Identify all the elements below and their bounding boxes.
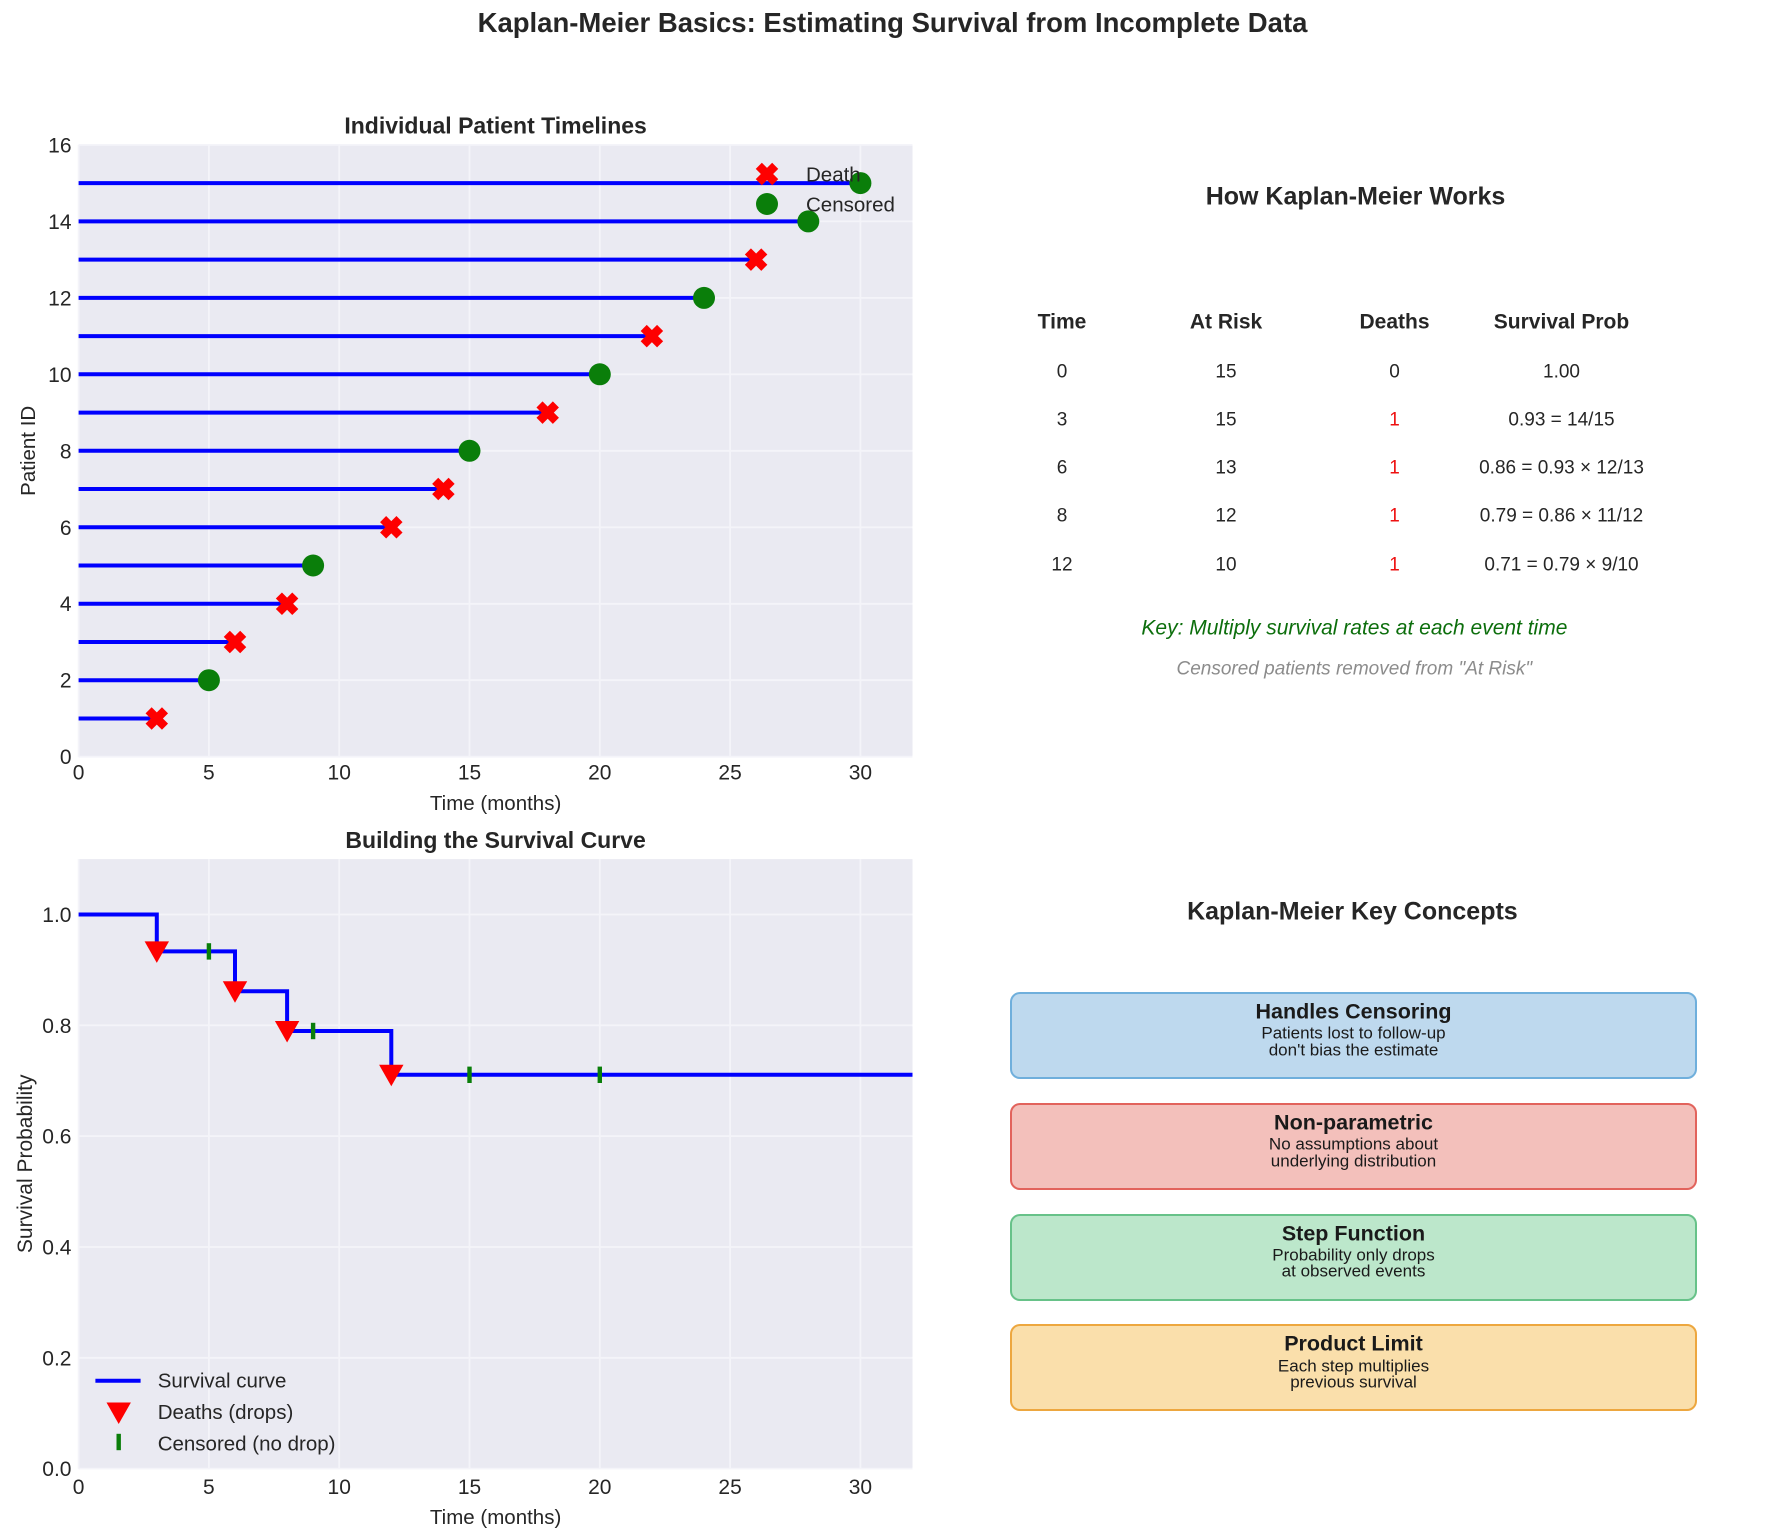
svg-text:8: 8 (60, 440, 72, 463)
svg-text:12: 12 (48, 287, 71, 310)
svg-text:25: 25 (718, 761, 741, 784)
svg-text:14: 14 (48, 211, 72, 234)
svg-text:Deaths (drops): Deaths (drops) (158, 1401, 294, 1424)
svg-text:6: 6 (60, 517, 72, 540)
svg-text:Death: Death (806, 164, 861, 187)
svg-text:5: 5 (203, 761, 215, 784)
svg-text:10: 10 (328, 1476, 351, 1499)
svg-text:Patient ID: Patient ID (17, 406, 40, 496)
svg-text:2: 2 (60, 670, 72, 693)
svg-text:30: 30 (849, 1476, 872, 1499)
svg-text:1.0: 1.0 (42, 904, 71, 927)
svg-text:25: 25 (718, 1476, 741, 1499)
svg-text:Building the Survival Curve: Building the Survival Curve (345, 827, 645, 853)
svg-text:Censored (no drop): Censored (no drop) (158, 1433, 336, 1456)
svg-text:0.0: 0.0 (42, 1458, 71, 1481)
svg-text:0: 0 (73, 761, 85, 784)
svg-text:Time (months): Time (months) (430, 1506, 561, 1529)
svg-text:16: 16 (48, 134, 71, 157)
svg-text:0: 0 (73, 1476, 85, 1499)
svg-text:0.8: 0.8 (42, 1015, 71, 1038)
svg-text:Time (months): Time (months) (430, 792, 561, 815)
svg-text:Individual Patient Timelines: Individual Patient Timelines (344, 113, 646, 139)
svg-text:0.2: 0.2 (42, 1347, 71, 1370)
svg-text:Survival Probability: Survival Probability (14, 1074, 37, 1253)
svg-text:30: 30 (849, 761, 872, 784)
svg-text:10: 10 (328, 761, 351, 784)
svg-text:4: 4 (60, 593, 72, 616)
svg-text:0.6: 0.6 (42, 1126, 71, 1149)
svg-text:5: 5 (203, 1476, 215, 1499)
svg-text:0: 0 (60, 746, 72, 769)
svg-text:20: 20 (588, 1476, 611, 1499)
svg-text:10: 10 (48, 364, 71, 387)
svg-text:15: 15 (458, 761, 481, 784)
svg-text:Censored: Censored (806, 194, 895, 217)
svg-text:20: 20 (588, 761, 611, 784)
svg-text:15: 15 (458, 1476, 481, 1499)
svg-text:Survival curve: Survival curve (158, 1370, 287, 1393)
svg-text:0.4: 0.4 (42, 1237, 72, 1260)
